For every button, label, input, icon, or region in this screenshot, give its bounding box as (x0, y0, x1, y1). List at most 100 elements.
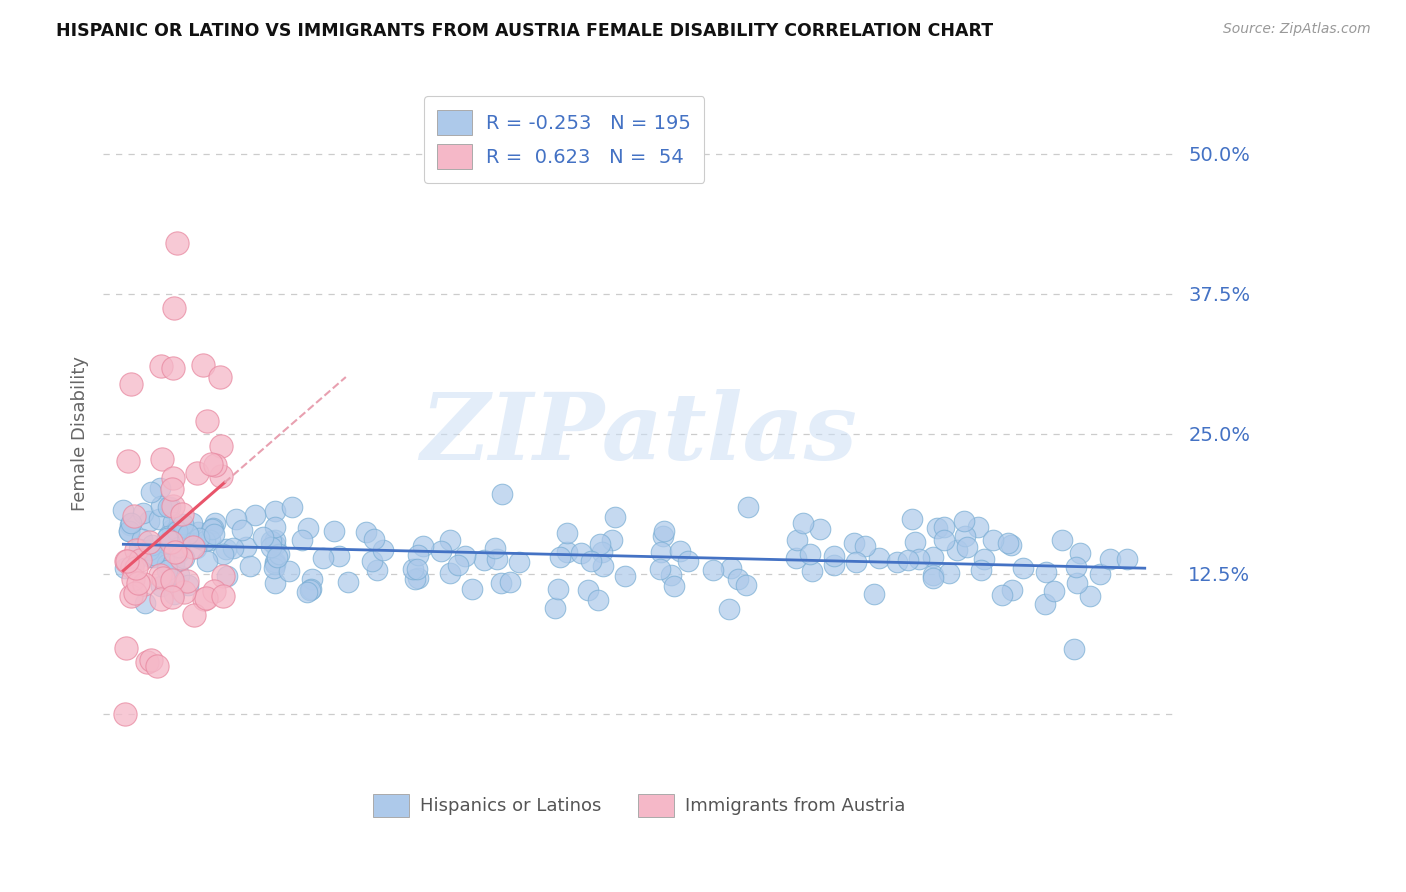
Point (139, 652, 162, 666)
Point (134, 596, 156, 610)
Point (278, 564, 301, 578)
Point (122, 509, 145, 524)
Point (124, 554, 146, 568)
Point (484, 541, 506, 556)
Point (845, 555, 868, 569)
Text: HISPANIC OR LATINO VS IMMIGRANTS FROM AUSTRIA FEMALE DISABILITY CORRELATION CHAR: HISPANIC OR LATINO VS IMMIGRANTS FROM AU… (56, 22, 994, 40)
Point (112, 503, 135, 517)
Y-axis label: Female Disability: Female Disability (72, 356, 89, 511)
Point (461, 582, 484, 596)
Point (548, 550, 571, 565)
Point (953, 528, 976, 542)
Point (363, 533, 385, 547)
Point (114, 640, 136, 655)
Point (557, 545, 579, 559)
Point (200, 457, 222, 471)
Point (183, 608, 205, 623)
Point (187, 532, 209, 546)
Point (823, 558, 845, 573)
Point (209, 439, 232, 453)
Point (371, 543, 394, 558)
Point (204, 458, 226, 473)
Point (600, 533, 623, 547)
Point (139, 485, 162, 500)
Point (720, 560, 742, 574)
Point (149, 499, 172, 513)
Point (169, 535, 191, 549)
Point (186, 466, 208, 480)
Point (155, 563, 177, 577)
Point (291, 533, 314, 547)
Point (592, 558, 614, 573)
Point (1116, 551, 1139, 566)
Point (1066, 576, 1088, 591)
Point (156, 531, 179, 545)
Point (264, 576, 287, 591)
Point (406, 561, 429, 575)
Point (439, 533, 461, 548)
Point (1050, 533, 1073, 547)
Point (295, 585, 318, 599)
Point (934, 520, 956, 534)
Point (141, 538, 163, 552)
Point (117, 554, 139, 568)
Point (956, 541, 979, 555)
Point (904, 535, 927, 549)
Point (785, 551, 807, 566)
Point (499, 575, 522, 590)
Point (217, 569, 239, 583)
Point (120, 516, 142, 530)
Point (118, 524, 141, 538)
Point (991, 588, 1014, 602)
Point (150, 579, 173, 593)
Point (215, 542, 238, 557)
Point (280, 500, 302, 514)
Point (337, 574, 360, 589)
Point (169, 568, 191, 582)
Point (173, 585, 195, 599)
Point (981, 533, 1004, 548)
Point (115, 554, 138, 568)
Point (678, 554, 700, 568)
Point (868, 550, 890, 565)
Point (163, 587, 186, 601)
Point (907, 552, 929, 566)
Point (650, 545, 672, 559)
Point (669, 543, 692, 558)
Point (149, 482, 172, 496)
Point (938, 566, 960, 581)
Point (160, 522, 183, 536)
Point (603, 509, 626, 524)
Point (1080, 589, 1102, 603)
Point (114, 706, 136, 721)
Legend: Hispanics or Latinos, Immigrants from Austria: Hispanics or Latinos, Immigrants from Au… (366, 787, 912, 824)
Point (997, 535, 1019, 549)
Point (366, 563, 388, 577)
Point (853, 539, 876, 553)
Point (201, 520, 224, 534)
Point (489, 575, 512, 590)
Point (312, 551, 335, 566)
Point (166, 524, 188, 538)
Point (439, 566, 461, 580)
Point (209, 370, 232, 384)
Point (143, 548, 166, 562)
Point (156, 558, 179, 572)
Point (900, 512, 922, 526)
Point (299, 582, 322, 597)
Point (122, 572, 145, 586)
Point (149, 591, 172, 606)
Point (138, 514, 160, 528)
Point (1001, 582, 1024, 597)
Point (221, 541, 243, 556)
Point (160, 482, 183, 496)
Point (150, 451, 173, 466)
Point (404, 572, 426, 586)
Point (202, 583, 225, 598)
Point (266, 549, 288, 564)
Point (946, 543, 969, 558)
Point (973, 552, 995, 566)
Point (152, 571, 174, 585)
Point (328, 549, 350, 563)
Point (648, 561, 671, 575)
